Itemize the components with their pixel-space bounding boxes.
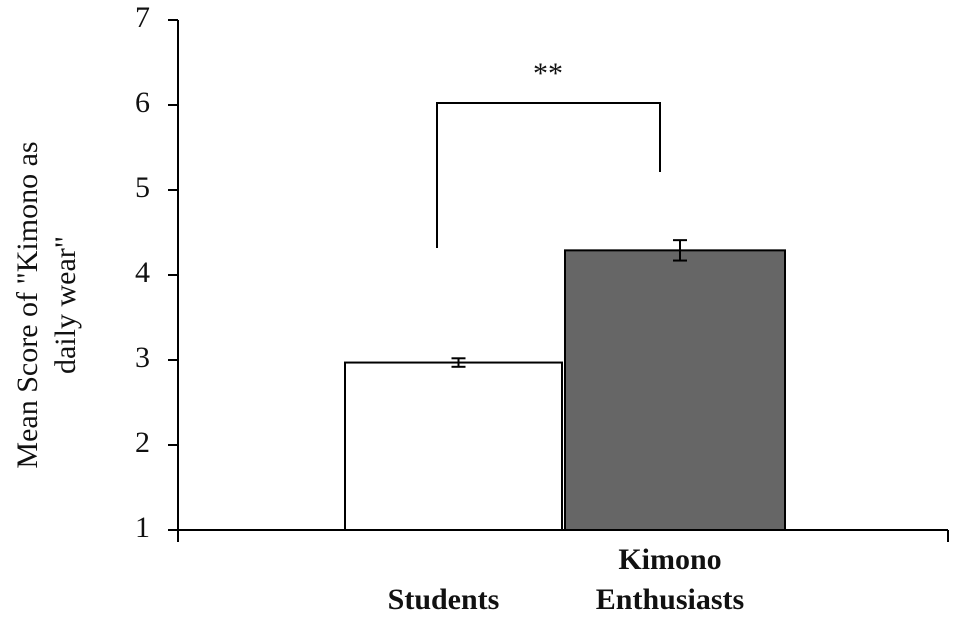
y-tick-label: 1 [135, 511, 150, 544]
y-axis-label: Mean Score of "Kimono as daily wear" [11, 141, 82, 468]
significance-bracket [436, 102, 661, 248]
y-tick-label: 2 [135, 426, 150, 459]
y-axis-label-line: daily wear" [49, 236, 82, 374]
x-tick-label: Students [387, 583, 500, 616]
x-tick-label: Kimono Enthusiasts [595, 543, 745, 616]
significance-label: ** [533, 57, 563, 90]
y-tick-label: 4 [135, 256, 150, 289]
bar [344, 361, 563, 531]
y-axis-label-line: Mean Score of "Kimono as [11, 141, 44, 468]
y-tick-label: 5 [135, 171, 150, 204]
y-tick-label: 3 [135, 341, 150, 374]
y-tick-label: 7 [135, 1, 150, 34]
bar [564, 249, 786, 531]
y-tick-label: 6 [135, 86, 150, 119]
